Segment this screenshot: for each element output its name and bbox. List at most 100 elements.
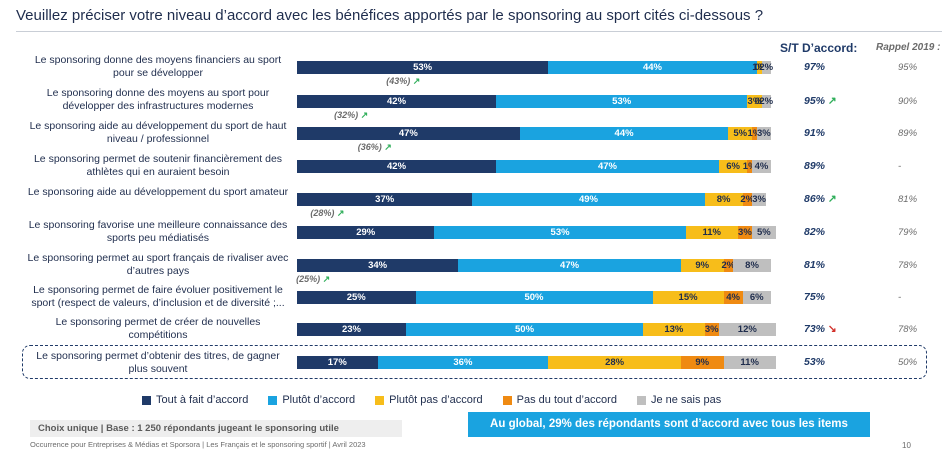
st-accord-header: S/T D’accord: xyxy=(780,41,858,55)
bar-value-label: 25% xyxy=(346,292,366,303)
bar-segment xyxy=(752,127,757,140)
st-accord-value: 82% xyxy=(804,226,826,238)
bar-segment xyxy=(747,95,762,108)
bar-value-label: 36% xyxy=(453,357,473,368)
bar-segment xyxy=(704,323,719,336)
bar-segment xyxy=(756,127,771,140)
highlighted-row-frame xyxy=(22,345,927,379)
bar-value-label: 3% xyxy=(752,194,766,205)
legend-label: Plutôt d’accord xyxy=(282,394,356,406)
row-label: Le sponsoring permet de créer de nouvell… xyxy=(55,316,261,341)
bar-value-label: 37% xyxy=(375,194,395,205)
st-accord-value: 95% ↗ xyxy=(804,95,837,107)
bar-segment xyxy=(752,160,771,173)
bar-value-label: 8% xyxy=(716,194,731,205)
bar-segment xyxy=(752,226,776,239)
bar-value-label: 2% xyxy=(740,194,755,205)
bar-value-label: 17% xyxy=(327,357,347,368)
bar-value-label: 2% xyxy=(759,62,774,73)
bar-value-label: 49% xyxy=(578,194,598,205)
bar-segment xyxy=(761,61,771,74)
rappel-2019-value: 95% xyxy=(898,62,918,73)
rappel-2019-value: 89% xyxy=(898,128,918,139)
bar-segment xyxy=(733,259,771,272)
bar-value-label: 29% xyxy=(356,227,376,238)
rappel-2019-value: 50% xyxy=(898,357,918,368)
rappel-2019-value: - xyxy=(898,292,902,303)
bar-value-label: 6% xyxy=(726,161,740,172)
legend-swatch xyxy=(375,395,385,405)
row-label: Le sponsoring aide au développement du s… xyxy=(29,120,287,145)
bar-value-label: 1% xyxy=(752,62,766,73)
summary-callout: Au global, 29% des répondants sont d’acc… xyxy=(468,412,870,437)
bar-segment xyxy=(377,356,549,369)
trend-up-icon: ↗ xyxy=(384,142,392,152)
legend-swatch xyxy=(502,395,512,405)
bar-value-label: 50% xyxy=(524,292,544,303)
bar-value-label: 42% xyxy=(387,161,407,172)
row-label: Le sponsoring permet de soutenir financi… xyxy=(33,153,283,178)
st-accord-value: 91% xyxy=(804,127,826,139)
bar-segment xyxy=(434,226,686,239)
bar-segment xyxy=(723,356,776,369)
bar-value-label: 4% xyxy=(726,292,740,303)
bar-segment xyxy=(685,226,738,239)
st-accord-value: 81% xyxy=(804,259,826,271)
bar-value-label: 0% xyxy=(750,95,774,108)
bar-value-label: 53% xyxy=(612,96,632,107)
trend-up-icon: ↗ xyxy=(825,193,837,205)
bar-segment xyxy=(415,291,653,304)
rappel-2019-value: 78% xyxy=(898,324,918,335)
previous-tout-a-fait-note: (25%) ↗ xyxy=(296,274,331,284)
bar-segment xyxy=(752,193,767,206)
bar-value-label: 12% xyxy=(737,324,757,335)
legend-label: Pas du tout d’accord xyxy=(516,394,617,406)
bar-segment xyxy=(297,259,459,272)
bar-value-label: 5% xyxy=(733,128,748,139)
bar-value-label: 44% xyxy=(614,128,634,139)
bar-segment xyxy=(548,356,681,369)
legend-item: Plutôt pas d’accord xyxy=(375,393,483,407)
bar-segment xyxy=(680,259,724,272)
row-label: Le sponsoring donne des moyens financier… xyxy=(34,54,282,79)
st-accord-value: 53% xyxy=(804,356,826,368)
bar-value-label: 2% xyxy=(759,96,774,107)
rappel-2019-value: 79% xyxy=(898,227,918,238)
previous-tout-a-fait-note: (36%) ↗ xyxy=(357,142,392,152)
bar-segment xyxy=(723,291,743,304)
bar-segment xyxy=(297,193,473,206)
st-accord-value: 89% xyxy=(804,160,826,172)
bar-value-label: 53% xyxy=(413,62,433,73)
bar-value-label: 6% xyxy=(749,292,764,303)
bar-segment xyxy=(680,356,724,369)
bar-segment xyxy=(747,160,753,173)
row-label: Le sponsoring aide au développement du s… xyxy=(27,186,289,198)
bar-value-label: 28% xyxy=(605,357,625,368)
bar-segment xyxy=(297,226,435,239)
trend-up-icon: ↗ xyxy=(825,95,837,107)
previous-tout-a-fait-note: (32%) ↗ xyxy=(334,110,369,120)
bar-segment xyxy=(652,291,724,304)
bar-value-label: 9% xyxy=(695,357,710,368)
legend-item: Pas du tout d’accord xyxy=(502,393,617,407)
bar-value-label: 23% xyxy=(341,324,361,335)
bar-value-label: 11% xyxy=(740,357,759,368)
bar-segment xyxy=(297,127,520,140)
rappel-2019-value: - xyxy=(898,161,902,172)
bar-segment xyxy=(297,291,416,304)
bar-segment xyxy=(704,193,743,206)
base-note: Choix unique | Base : 1 250 répondants j… xyxy=(30,420,402,437)
bar-segment xyxy=(406,323,644,336)
legend-label: Plutôt pas d’accord xyxy=(389,394,483,406)
legend-swatch xyxy=(268,395,278,405)
trend-down-icon: ↘ xyxy=(825,323,837,335)
legend-swatch xyxy=(636,395,646,405)
bar-value-label: 11% xyxy=(702,227,722,238)
bar-value-label: 47% xyxy=(597,161,617,172)
bar-value-label: 3% xyxy=(757,128,771,139)
row-label: Le sponsoring favorise une meilleure con… xyxy=(28,219,288,244)
bar-segment xyxy=(297,61,549,74)
st-accord-value: 73% ↘ xyxy=(804,323,837,335)
bar-value-label: 9% xyxy=(695,260,710,271)
trend-up-icon: ↗ xyxy=(322,274,331,284)
